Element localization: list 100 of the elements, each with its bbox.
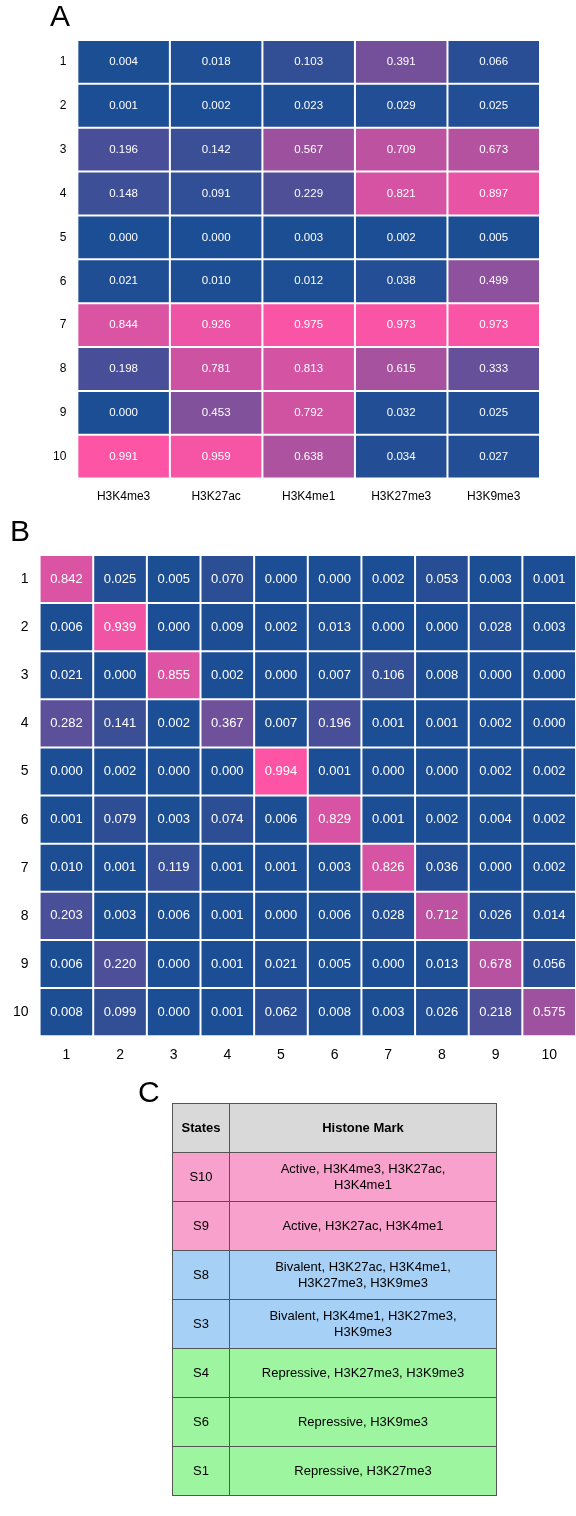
data-label: 0.028 <box>479 618 512 634</box>
x-tick-label: H3K4me3 <box>96 489 151 504</box>
y-tick-label: 5 <box>20 762 29 779</box>
x-tick-label: H3K9me3 <box>467 489 521 504</box>
data-label: 0.009 <box>211 618 244 634</box>
data-label: 0.036 <box>425 859 459 875</box>
data-label: 0.005 <box>157 570 190 586</box>
data-label: 0.000 <box>371 763 405 779</box>
data-label: 0.842 <box>50 570 83 586</box>
data-label: 0.002 <box>425 811 459 827</box>
data-label: 0.004 <box>479 811 512 827</box>
data-label: 0.499 <box>479 274 509 287</box>
data-label: 0.229 <box>294 186 324 199</box>
data-label: 0.018 <box>201 55 231 68</box>
data-label: 0.000 <box>371 955 405 971</box>
data-label: 0.000 <box>264 666 298 682</box>
data-label: 0.000 <box>50 763 83 779</box>
data-label: 0.002 <box>532 859 566 875</box>
data-label: 0.203 <box>50 907 83 923</box>
data-label: 0.792 <box>294 405 324 418</box>
text: S3 <box>172 1299 230 1349</box>
data-label: 0.196 <box>109 142 138 155</box>
data-label: 0.002 <box>157 715 190 730</box>
y-tick-label: 1 <box>20 569 29 586</box>
y-tick-label: 3 <box>59 141 67 156</box>
data-label: 0.973 <box>386 318 416 331</box>
text: Active, H3K27ac, H3K4me1 <box>229 1201 497 1251</box>
data-label: 0.333 <box>479 362 509 375</box>
data-label: 0.000 <box>201 230 231 243</box>
data-label: 0.000 <box>318 570 351 586</box>
data-label: 0.119 <box>157 859 190 875</box>
data-label: 0.000 <box>109 230 138 243</box>
y-tick-label: 6 <box>59 273 67 288</box>
data-label: 0.001 <box>211 955 244 971</box>
x-tick-label: H3K27ac <box>191 489 241 504</box>
data-label: 0.005 <box>479 230 509 243</box>
x-tick-label: 10 <box>541 1046 558 1063</box>
data-label: 0.781 <box>201 362 231 375</box>
data-label: 0.008 <box>318 1003 351 1019</box>
data-label: 0.844 <box>109 318 139 331</box>
data-label: 0.855 <box>157 666 190 682</box>
data-label: 0.567 <box>294 142 324 155</box>
y-tick-label: 10 <box>12 1003 29 1019</box>
data-label: 0.453 <box>201 405 231 418</box>
data-label: 0.001 <box>318 763 351 779</box>
data-label: 0.066 <box>479 55 509 68</box>
data-label: 0.006 <box>157 907 190 923</box>
x-tick-label: 7 <box>384 1046 393 1063</box>
y-tick-label: 9 <box>59 405 67 420</box>
data-label: 0.099 <box>103 1003 137 1019</box>
data-label: 0.000 <box>479 859 512 875</box>
text: Bivalent, H3K27ac, H3K4me1, H3K27me3, H3K9me3 <box>229 1250 497 1300</box>
chart-title: A <box>50 0 71 33</box>
data-label: 0.000 <box>157 618 190 634</box>
data-label: 0.001 <box>50 811 83 827</box>
data-label: 0.196 <box>318 715 351 730</box>
text: States <box>172 1103 230 1153</box>
data-label: 0.821 <box>386 186 416 199</box>
data-label: 0.991 <box>109 449 138 462</box>
data-label: 0.391 <box>386 55 416 68</box>
data-label: 0.029 <box>386 98 416 111</box>
data-label: 0.002 <box>264 618 298 634</box>
data-label: 0.198 <box>109 362 138 375</box>
data-label: 0.028 <box>371 907 405 923</box>
y-tick-label: 8 <box>20 906 29 923</box>
data-label: 0.615 <box>386 362 416 375</box>
data-label: 0.025 <box>479 405 509 418</box>
data-label: 0.032 <box>386 405 416 418</box>
data-label: 0.001 <box>425 715 459 730</box>
data-label: 0.001 <box>211 907 244 923</box>
x-tick-label: 2 <box>116 1046 125 1063</box>
data-label: 0.005 <box>318 955 351 971</box>
data-label: 0.003 <box>294 230 324 243</box>
data-label: 0.002 <box>532 763 566 779</box>
data-label: 0.002 <box>201 98 231 111</box>
data-label: 0.023 <box>294 98 324 111</box>
data-label: 0.014 <box>532 907 566 923</box>
data-label: 0.006 <box>264 811 298 827</box>
data-label: 0.025 <box>103 570 137 586</box>
data-label: 0.826 <box>371 859 405 875</box>
data-label: 0.007 <box>318 666 351 682</box>
data-label: 0.002 <box>211 666 244 682</box>
data-label: 0.025 <box>479 98 509 111</box>
data-label: 0.001 <box>264 859 298 875</box>
data-label: 0.000 <box>157 763 190 779</box>
data-label: 0.000 <box>211 763 244 779</box>
data-label: 0.973 <box>479 318 509 331</box>
data-label: 0.002 <box>103 763 137 779</box>
x-tick-label: 3 <box>169 1046 178 1063</box>
data-label: 0.074 <box>211 811 244 827</box>
text: Active, H3K4me3, H3K27ac, H3K4me1 <box>229 1152 497 1202</box>
text: Repressive, H3K27me3, H3K9me3 <box>229 1348 497 1398</box>
y-tick-label: 5 <box>59 229 67 244</box>
data-label: 0.003 <box>479 570 512 586</box>
text: C <box>138 1075 160 1109</box>
data-label: 0.000 <box>371 618 405 634</box>
data-label: 0.062 <box>264 1003 298 1019</box>
data-label: 0.070 <box>211 570 244 586</box>
data-label: 0.813 <box>294 362 324 375</box>
data-label: 0.002 <box>479 715 512 730</box>
